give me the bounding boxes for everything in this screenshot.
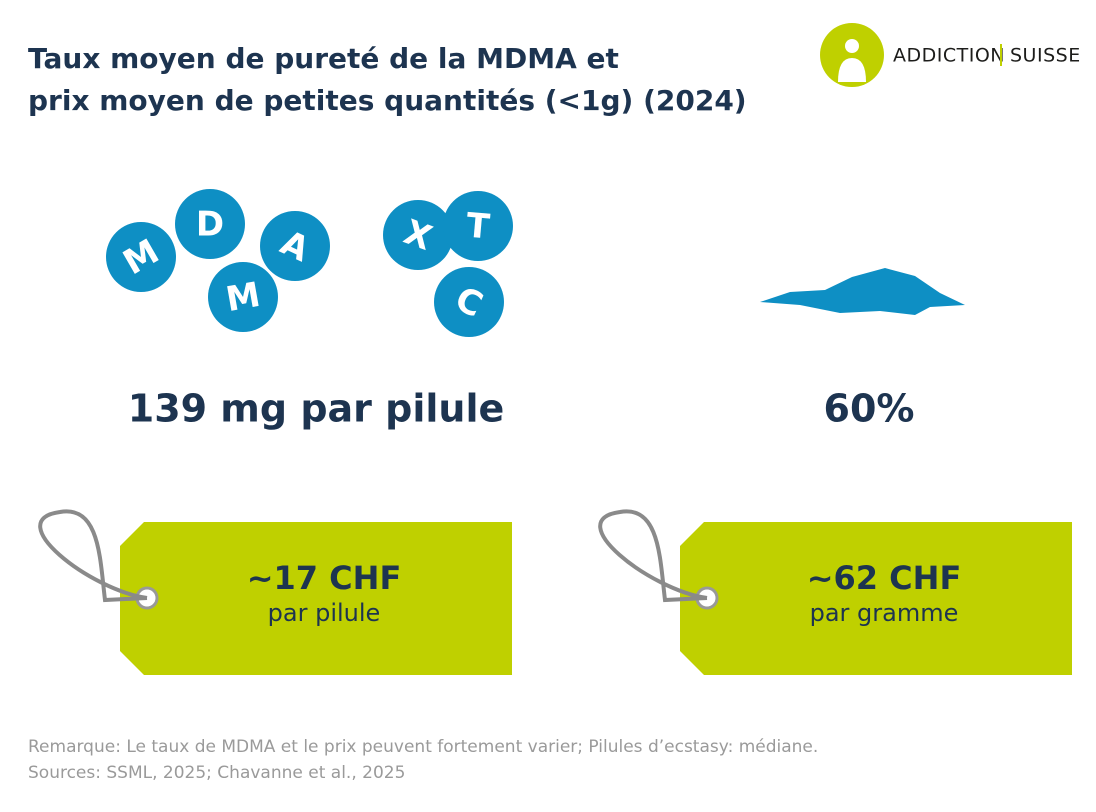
logo-text: SUISSE bbox=[1010, 45, 1081, 67]
tag-price: ~17 CHF bbox=[247, 559, 402, 597]
logo-body bbox=[838, 58, 866, 82]
stat: 60% bbox=[824, 387, 915, 431]
title-line: prix moyen de petites quantités (<1g) (2… bbox=[28, 84, 747, 117]
title-line: Taux moyen de pureté de la MDMA et bbox=[28, 42, 619, 75]
pill-letter: M bbox=[223, 275, 263, 320]
pill bbox=[106, 222, 176, 292]
logo: ADDICTION SUISSE bbox=[820, 23, 1081, 87]
pill bbox=[260, 211, 330, 281]
logo-dot bbox=[845, 39, 859, 53]
footnote: Remarque: Le taux de MDMA et le prix peu… bbox=[28, 737, 818, 757]
stat: 139 mg par pilule bbox=[128, 387, 505, 431]
tag-string bbox=[598, 509, 708, 603]
pill-letter: D bbox=[196, 205, 224, 245]
pill bbox=[175, 189, 245, 259]
pills: MD AMX TC bbox=[106, 189, 513, 337]
tag-unit: par gramme bbox=[810, 599, 959, 627]
pill-letter: T bbox=[465, 206, 492, 248]
tag-string bbox=[38, 509, 148, 603]
tag-unit: par pilule bbox=[268, 599, 381, 627]
pill bbox=[208, 262, 278, 332]
footnote: Sources: SSML, 2025; Chavanne et al., 20… bbox=[28, 763, 405, 783]
price-tag bbox=[680, 522, 1072, 675]
tag-price: ~62 CHF bbox=[807, 559, 962, 597]
pill bbox=[443, 191, 513, 261]
powder bbox=[760, 268, 965, 315]
logo-circle bbox=[820, 23, 884, 87]
pill bbox=[434, 267, 504, 337]
logo-text: ADDICTION bbox=[893, 45, 1005, 67]
pill bbox=[383, 200, 453, 270]
price-tag bbox=[120, 522, 512, 675]
